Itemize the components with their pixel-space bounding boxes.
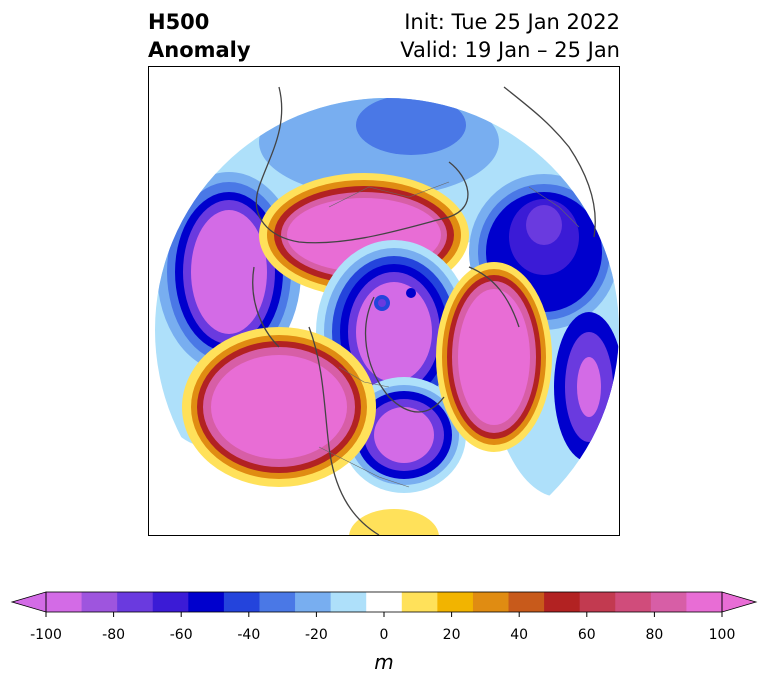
colorbar-tick-label: -100: [30, 627, 62, 643]
colorbar-tick-label: -60: [169, 627, 193, 643]
init-time: Init: Tue 25 Jan 2022: [404, 10, 620, 34]
title-line-1: H500: [148, 10, 210, 34]
valid-range: Valid: 19 Jan – 25 Jan: [400, 38, 620, 62]
anomaly-field: [155, 98, 619, 535]
colorbar-tick-label: 20: [442, 627, 461, 643]
colorbar-cell: [259, 592, 296, 612]
colorbar-tick-label: 60: [577, 627, 596, 643]
colorbar-cell: [81, 592, 118, 612]
colorbar: [10, 591, 758, 617]
colorbar-cell: [46, 592, 83, 612]
coastlines: [252, 86, 596, 535]
colorbar-ticks: [45, 612, 723, 617]
colorbar-cell: [295, 592, 332, 612]
anomaly-map: [148, 66, 620, 536]
colorbar-cell: [472, 592, 510, 612]
colorbar-cell: [615, 592, 652, 612]
colorbar-tick-label: 40: [510, 627, 529, 643]
colorbar-tick-label: 0: [379, 627, 389, 643]
colorbar-cell: [223, 592, 260, 612]
colorbar-cell: [579, 592, 616, 612]
ridge-tropical-fragment: [349, 509, 439, 535]
colorbar-cell: [508, 592, 545, 612]
title-line-2: Anomaly: [148, 38, 251, 62]
map-subtitle: Init: Tue 25 Jan 2022 Valid: 19 Jan – 25…: [400, 8, 620, 64]
colorbar-tick-label: 80: [645, 627, 664, 643]
ridge-southwest: [182, 327, 376, 487]
colorbar-tick-label: 100: [708, 627, 736, 643]
colorbar-cell: [330, 592, 367, 612]
map-title: H500 Anomaly: [148, 8, 251, 64]
political-borders: [318, 181, 580, 488]
colorbar-cell: [366, 592, 403, 612]
colorbar-cell: [544, 592, 581, 612]
colorbar-cell: [401, 592, 438, 612]
colorbar-cell: [188, 592, 225, 612]
ridge-southeast: [436, 262, 552, 452]
colorbar-cells: [46, 592, 723, 612]
colorbar-cell: [117, 592, 154, 612]
unit-label: m: [374, 650, 394, 674]
colorbar-low-extend: [10, 591, 47, 613]
colorbar-tick-label: -80: [102, 627, 126, 643]
trough-east: [469, 174, 619, 462]
colorbar-cell: [650, 592, 687, 612]
colorbar-cell: [437, 592, 474, 612]
colorbar-tick-label: -20: [304, 627, 328, 643]
colorbar-tick-label: -40: [237, 627, 261, 643]
colorbar-cell: [686, 592, 723, 612]
colorbar-high-extend: [721, 591, 758, 613]
colorbar-cell: [152, 592, 189, 612]
